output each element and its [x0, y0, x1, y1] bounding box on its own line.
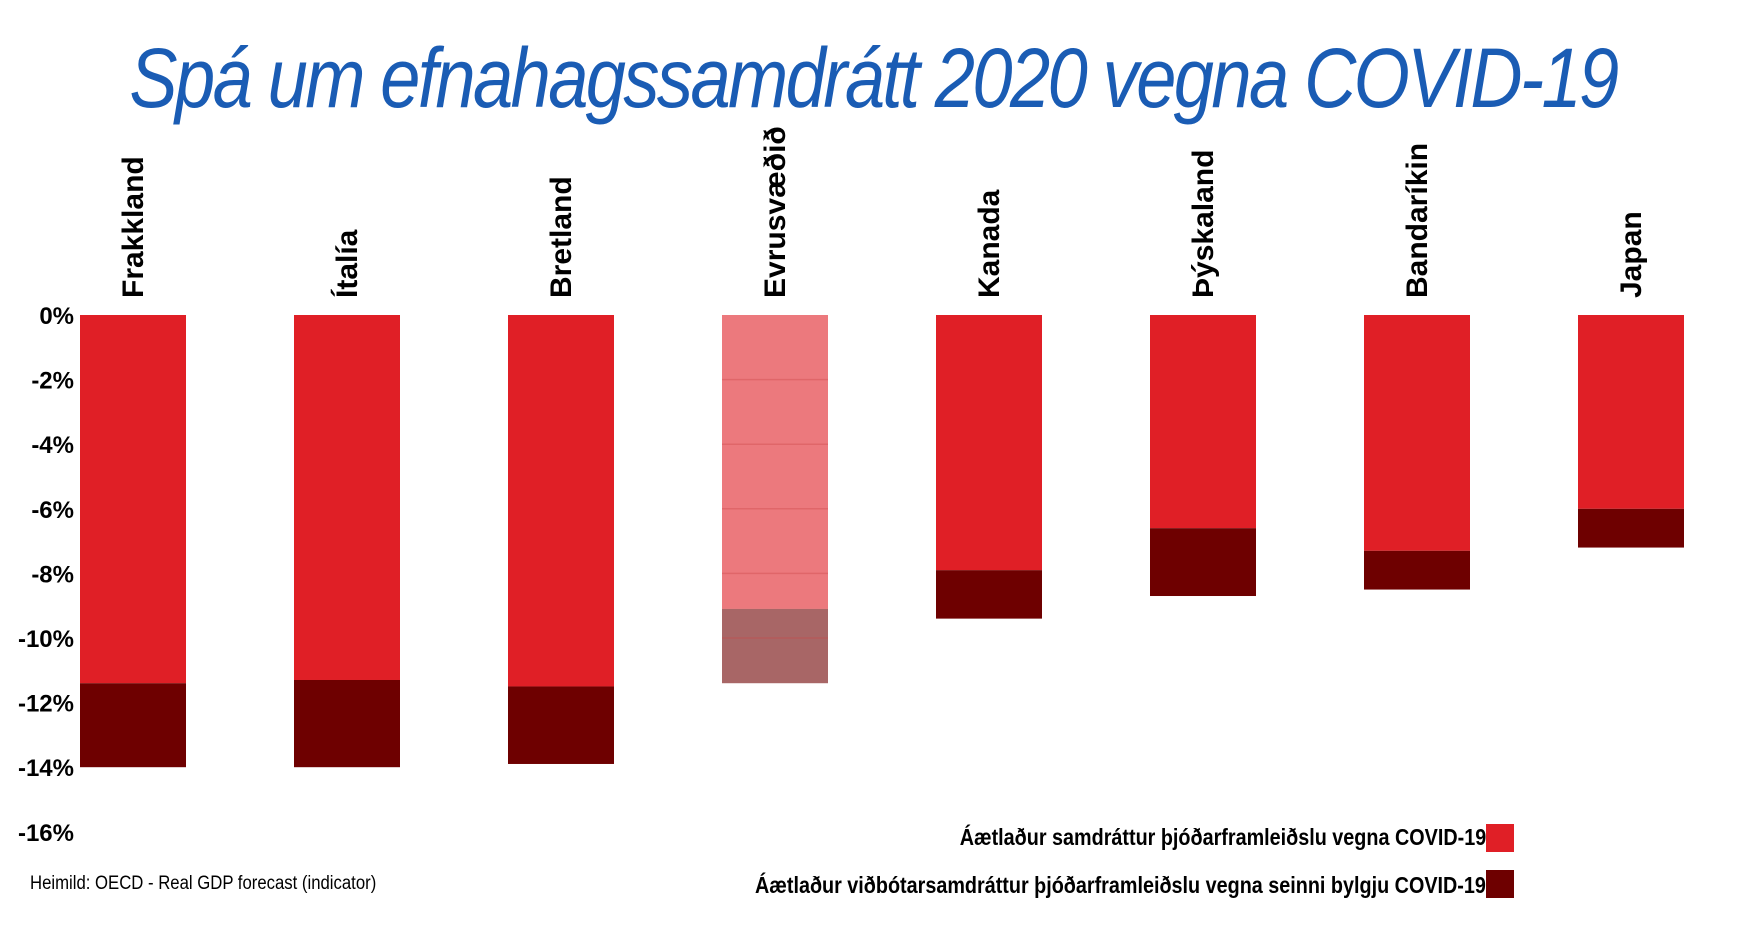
bar-second-wave-6 — [1364, 550, 1470, 590]
y-tick-label: -12% — [18, 691, 74, 718]
bar-second-wave-2 — [508, 686, 614, 764]
bar-base-1 — [294, 315, 400, 680]
bar-second-wave-3 — [722, 608, 828, 684]
bar-base-5 — [1150, 315, 1256, 529]
category-label: Bandaríkin — [1401, 143, 1434, 298]
legend-label-series-2: Áætlaður viðbótarsamdráttur þjóðarframle… — [755, 872, 1486, 898]
bar-second-wave-5 — [1150, 528, 1256, 597]
category-label: Japan — [1615, 211, 1648, 298]
bar-base-0 — [80, 315, 186, 684]
y-tick-label: -16% — [18, 820, 74, 847]
bar-base-6 — [1364, 315, 1470, 551]
bar-second-wave-1 — [294, 679, 400, 768]
bar-second-wave-0 — [80, 683, 186, 768]
source-note: Heimild: OECD - Real GDP forecast (indic… — [30, 873, 377, 894]
category-label: Ítalía — [330, 229, 364, 298]
category-label: Þýskaland — [1187, 150, 1220, 298]
category-label: Frakkland — [117, 156, 150, 298]
bar-base-2 — [508, 315, 614, 687]
category-label: Evrusvæðið — [759, 126, 792, 298]
y-tick-label: -8% — [31, 561, 74, 588]
y-tick-label: -6% — [31, 497, 74, 524]
bar-base-7 — [1578, 315, 1684, 509]
y-tick-label: -2% — [31, 368, 74, 395]
legend-swatch-series-2 — [1486, 870, 1514, 898]
y-tick-label: -4% — [31, 432, 74, 459]
y-tick-label: -10% — [18, 626, 74, 653]
bar-base-4 — [936, 315, 1042, 571]
legend-label-series-1: Áætlaður samdráttur þjóðarframleiðslu ve… — [959, 824, 1486, 850]
bar-second-wave-7 — [1578, 508, 1684, 548]
y-tick-label: 0% — [39, 303, 74, 330]
category-label: Bretland — [545, 176, 578, 298]
bar-base-3 — [722, 315, 828, 609]
legend-swatch-series-1 — [1486, 824, 1514, 852]
bar-second-wave-4 — [936, 570, 1042, 619]
chart-title: Spá um efnahagssamdrátt 2020 vegna COVID… — [129, 31, 1619, 125]
category-label: Kanada — [973, 189, 1006, 298]
y-tick-label: -14% — [18, 755, 74, 782]
